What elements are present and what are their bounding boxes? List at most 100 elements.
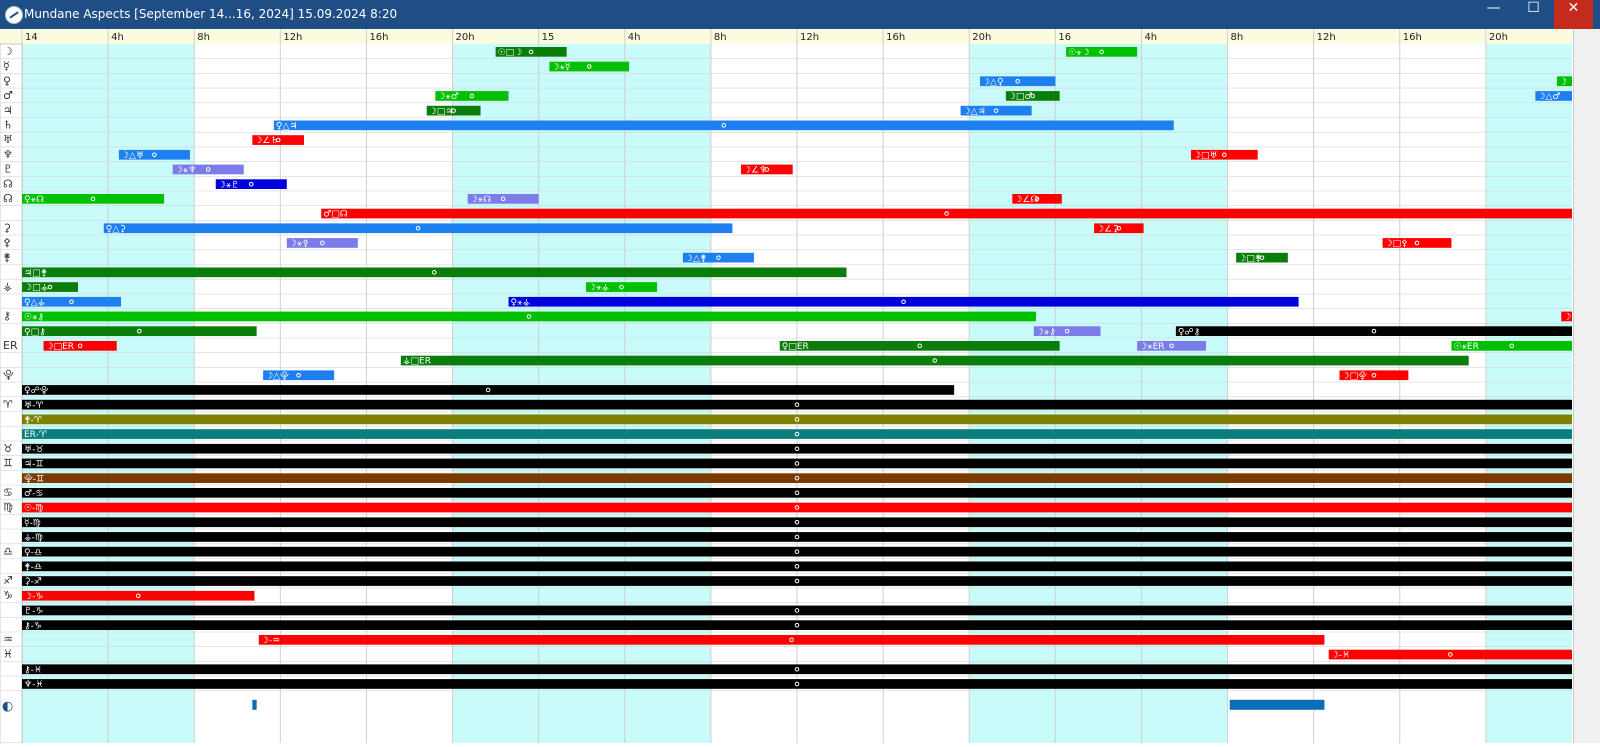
aspect-bar-fill[interactable] xyxy=(22,267,847,278)
aspect-bar[interactable]: ♅-♉ xyxy=(22,443,1572,455)
aspect-bar-fill[interactable] xyxy=(586,282,658,292)
aspect-bar[interactable]: ☽□♅ xyxy=(1190,149,1258,161)
aspect-bar-fill[interactable] xyxy=(22,576,1572,586)
moon-phase-bar[interactable] xyxy=(252,699,257,710)
aspect-bar-fill[interactable] xyxy=(741,164,793,175)
aspect-bar-fill[interactable] xyxy=(22,546,1572,557)
aspect-bar[interactable]: ♀□⚷ xyxy=(22,326,257,337)
aspect-bar-fill[interactable] xyxy=(1339,370,1409,381)
aspect-bar-fill[interactable] xyxy=(215,179,287,189)
aspect-bar[interactable]: ☽⚹☿ xyxy=(549,61,630,73)
aspect-bar[interactable]: ☽△⚵ xyxy=(682,252,754,264)
aspect-bar[interactable]: ☽∠♄ xyxy=(252,135,305,146)
aspect-bar-fill[interactable] xyxy=(118,149,190,160)
aspect-bar[interactable]: ☽□ER xyxy=(43,341,117,352)
aspect-bar[interactable]: ☽∠⚳ xyxy=(1094,223,1144,234)
aspect-bar-fill[interactable] xyxy=(263,370,335,381)
aspect-bar-fill[interactable] xyxy=(22,385,955,395)
aspect-bar[interactable]: ☽□♃ xyxy=(426,105,481,117)
maximize-button[interactable]: ☐ xyxy=(1527,0,1540,16)
aspect-bar[interactable]: ⚵-♎ xyxy=(22,561,1572,573)
aspect-bar[interactable]: ☽-♓ xyxy=(1328,649,1572,661)
aspect-bar[interactable]: ☽⚹⚴ xyxy=(286,238,358,249)
aspect-bar[interactable]: ⚵-♈ xyxy=(22,414,1572,426)
aspect-bar-fill[interactable] xyxy=(22,399,1572,410)
aspect-bar[interactable]: ☽□⚶ xyxy=(22,282,78,293)
aspect-bar-fill[interactable] xyxy=(22,326,257,336)
aspect-bar-fill[interactable] xyxy=(22,679,1572,689)
aspect-bar[interactable]: ♀□ER xyxy=(779,341,1060,352)
aspect-bar[interactable]: ☽△⯓ xyxy=(263,370,335,381)
aspect-bar[interactable]: ☉⚹⚷ xyxy=(22,311,1036,323)
aspect-bar[interactable]: ER-♈ xyxy=(22,429,1572,440)
aspect-bar[interactable]: ♀△⚳ xyxy=(103,223,733,234)
aspect-bar[interactable]: ☽ xyxy=(1556,76,1572,87)
aspect-bar[interactable]: ☽⚹ER xyxy=(1137,341,1207,352)
aspect-bar-fill[interactable] xyxy=(1137,341,1207,351)
aspect-bar[interactable]: ☽□⚴ xyxy=(1382,238,1452,249)
aspect-bar[interactable]: ♀⚹⚶ xyxy=(508,296,1299,308)
aspect-bar-fill[interactable] xyxy=(22,443,1572,454)
close-button[interactable]: ✕ xyxy=(1554,0,1593,29)
aspect-bar-fill[interactable] xyxy=(22,296,122,307)
aspect-bar-fill[interactable] xyxy=(1561,311,1572,322)
aspect-bar-fill[interactable] xyxy=(1012,194,1062,204)
aspect-bar-fill[interactable] xyxy=(43,341,117,351)
aspect-bar-fill[interactable] xyxy=(426,105,481,116)
aspect-bar-fill[interactable] xyxy=(1451,341,1572,351)
aspect-bar-fill[interactable] xyxy=(1382,238,1452,248)
minimize-button[interactable]: — xyxy=(1486,0,1501,16)
aspect-bar[interactable]: ♃-♊ xyxy=(22,458,1572,470)
aspect-bar-fill[interactable] xyxy=(400,355,1469,366)
aspect-bar[interactable]: ♀☍⯓ xyxy=(22,385,955,396)
aspect-bar[interactable]: ☉□☽ xyxy=(495,47,567,58)
aspect-bar-fill[interactable] xyxy=(22,605,1572,616)
aspect-bar[interactable]: ♃□⚵ xyxy=(22,267,847,279)
aspect-bar[interactable]: ☿-♍ xyxy=(22,517,1572,528)
right-scroll-area[interactable] xyxy=(1573,29,1600,743)
aspect-bar-fill[interactable] xyxy=(1005,91,1060,101)
aspect-bar-fill[interactable] xyxy=(682,252,754,263)
aspect-bar[interactable]: ⚳-♐ xyxy=(22,576,1572,587)
aspect-bar[interactable]: ⚶-♍ xyxy=(22,532,1572,543)
aspect-bar[interactable]: ☉⚹ER xyxy=(1451,341,1572,352)
aspect-bar[interactable]: ☽△♂ xyxy=(1535,91,1572,102)
aspect-bar-fill[interactable] xyxy=(252,135,305,145)
aspect-bar-fill[interactable] xyxy=(22,488,1572,498)
aspect-bar-fill[interactable] xyxy=(508,296,1299,307)
aspect-bar[interactable]: ☽⚹♆ xyxy=(172,164,244,176)
aspect-bar[interactable]: ☽-♑ xyxy=(22,590,255,602)
aspect-bar[interactable]: ⚶□ER xyxy=(400,355,1469,367)
aspect-bar[interactable]: ☽△♅ xyxy=(118,149,190,161)
aspect-bar-fill[interactable] xyxy=(273,120,1174,131)
aspect-bar-fill[interactable] xyxy=(1094,223,1144,234)
aspect-bar-fill[interactable] xyxy=(22,429,1572,439)
aspect-bar[interactable]: ⯓-♊ xyxy=(22,473,1572,484)
aspect-bar-fill[interactable] xyxy=(22,502,1572,513)
aspect-bar-fill[interactable] xyxy=(549,61,630,72)
aspect-bar[interactable]: ♀△♃ xyxy=(273,120,1174,132)
aspect-bar-fill[interactable] xyxy=(1556,76,1572,87)
aspect-bar[interactable]: ☉-♍ xyxy=(22,502,1572,514)
aspect-bar-fill[interactable] xyxy=(22,458,1572,469)
aspect-bar-fill[interactable] xyxy=(172,164,244,175)
aspect-bar[interactable]: ☽△♃ xyxy=(960,105,1032,117)
aspect-bar-fill[interactable] xyxy=(22,532,1572,542)
aspect-bar-fill[interactable] xyxy=(779,341,1060,351)
aspect-bar-fill[interactable] xyxy=(22,282,78,292)
aspect-bar[interactable]: ☽∠♆ xyxy=(741,164,793,176)
aspect-bar-fill[interactable] xyxy=(22,414,1572,425)
aspect-bar-fill[interactable] xyxy=(22,620,1572,630)
aspect-bar[interactable]: ♂□☊ xyxy=(321,208,1573,220)
aspect-bar-fill[interactable] xyxy=(1175,326,1572,336)
aspect-bar[interactable]: ☽□⯓ xyxy=(1339,370,1409,381)
aspect-bar-fill[interactable] xyxy=(103,223,733,234)
aspect-bar[interactable]: ☽⚹♂ xyxy=(435,91,509,102)
aspect-bar-fill[interactable] xyxy=(960,105,1032,116)
aspect-bar[interactable]: ☽-♒ xyxy=(258,635,1325,646)
aspect-bar-fill[interactable] xyxy=(979,76,1056,87)
aspect-bar-fill[interactable] xyxy=(22,664,1572,675)
aspect-bar-fill[interactable] xyxy=(321,208,1573,219)
moon-phase-bar[interactable] xyxy=(1229,699,1325,710)
aspect-bar[interactable]: ♅-♈ xyxy=(22,399,1572,411)
